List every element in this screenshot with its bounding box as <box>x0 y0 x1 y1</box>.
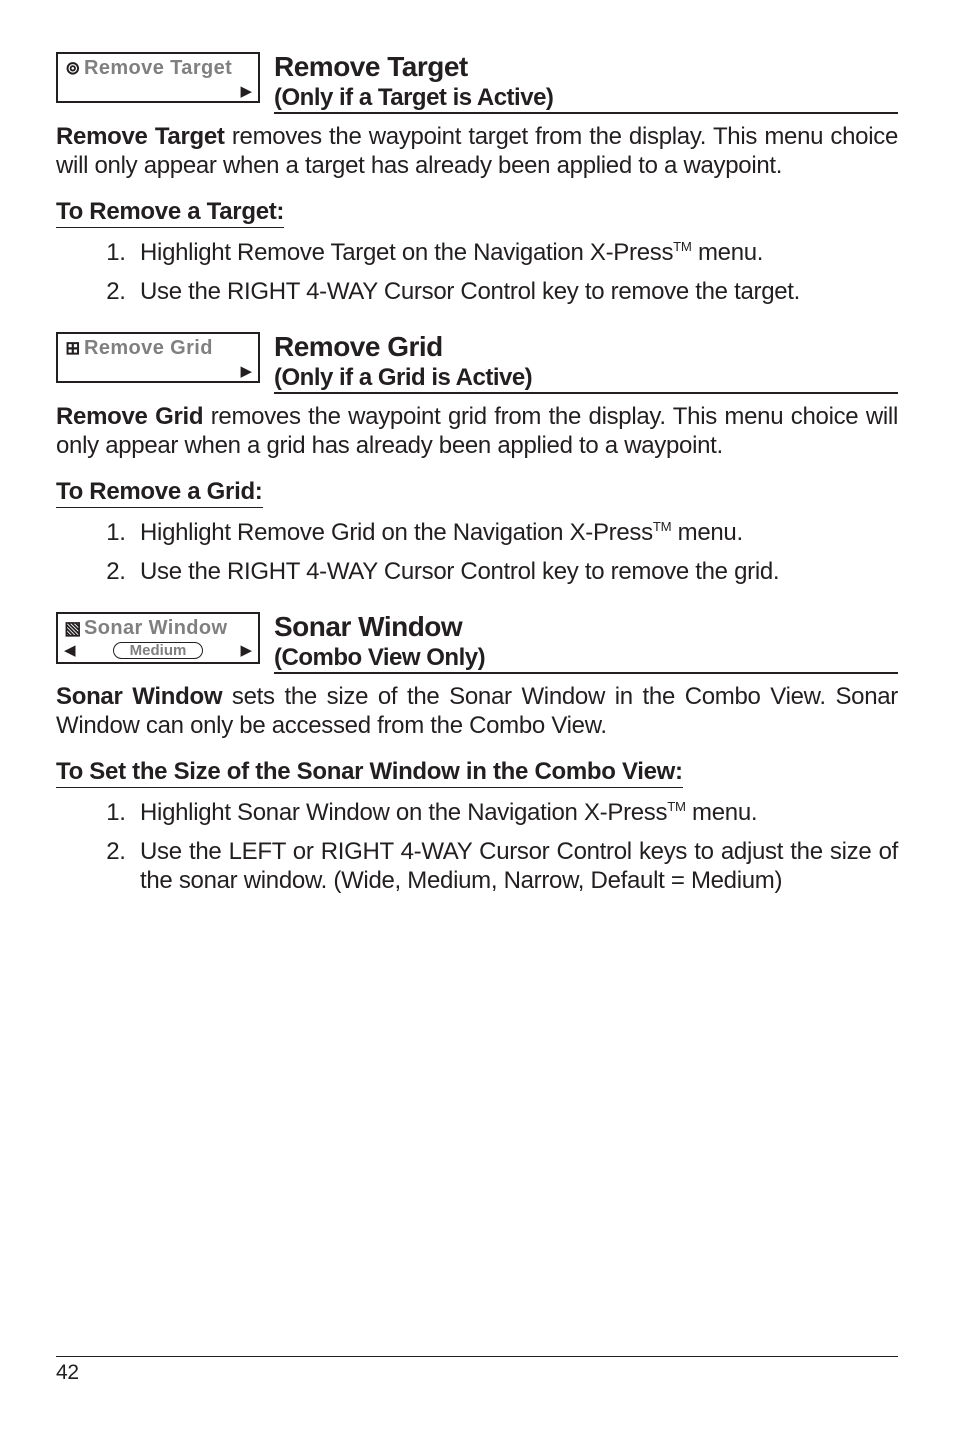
triangle-right-icon: ▶ <box>240 363 252 380</box>
doc-section: ⊞ Remove Grid ▶ Remove Grid (Only if a G… <box>56 332 898 586</box>
triangle-right-icon: ▶ <box>240 83 252 100</box>
triangle-left-icon: ◀ <box>64 643 76 658</box>
menu-item-label: Remove Target <box>84 57 232 80</box>
title-block: Remove Target (Only if a Target is Activ… <box>274 52 898 114</box>
procedure-steps: Highlight Sonar Window on the Navigation… <box>56 798 898 896</box>
step-item: Use the RIGHT 4-WAY Cursor Control key t… <box>132 557 898 586</box>
section-subtitle: (Combo View Only) <box>274 644 898 674</box>
menu-box-value: Medium <box>113 642 204 659</box>
title-block: Sonar Window (Combo View Only) <box>274 612 898 674</box>
triangle-right-icon: ▶ <box>240 643 252 658</box>
menu-item-icon: ▧ <box>64 618 82 639</box>
page-number: 42 <box>56 1361 79 1384</box>
section-intro: Sonar Window sets the size of the Sonar … <box>56 682 898 741</box>
procedure-steps: Highlight Remove Target on the Navigatio… <box>56 238 898 307</box>
doc-section: ▧ Sonar Window ◀ Medium ▶ Sonar Window (… <box>56 612 898 895</box>
menu-item-label: Remove Grid <box>84 337 213 360</box>
section-subtitle: (Only if a Target is Active) <box>274 84 898 114</box>
doc-section: ⊚ Remove Target ▶ Remove Target (Only if… <box>56 52 898 306</box>
section-title: Sonar Window <box>274 612 898 641</box>
menu-item-screenshot: ▧ Sonar Window ◀ Medium ▶ <box>56 612 260 664</box>
step-item: Use the RIGHT 4-WAY Cursor Control key t… <box>132 277 898 306</box>
procedure-steps: Highlight Remove Grid on the Navigation … <box>56 518 898 587</box>
menu-box-title: ⊚ Remove Target <box>58 54 258 81</box>
section-header: ⊞ Remove Grid ▶ Remove Grid (Only if a G… <box>56 332 898 394</box>
step-item: Highlight Remove Target on the Navigatio… <box>132 238 898 267</box>
section-subtitle: (Only if a Grid is Active) <box>274 364 898 394</box>
procedure-title: To Remove a Grid: <box>56 477 263 508</box>
menu-item-icon: ⊞ <box>64 338 82 359</box>
menu-box-controls: ▶ <box>58 81 258 101</box>
section-title: Remove Grid <box>274 332 898 361</box>
menu-box-title: ▧ Sonar Window <box>58 614 258 641</box>
menu-box-title: ⊞ Remove Grid <box>58 334 258 361</box>
procedure-title: To Set the Size of the Sonar Window in t… <box>56 757 683 788</box>
page-footer: 42 <box>56 1356 898 1385</box>
menu-item-screenshot: ⊚ Remove Target ▶ <box>56 52 260 103</box>
menu-item-icon: ⊚ <box>64 58 82 79</box>
title-block: Remove Grid (Only if a Grid is Active) <box>274 332 898 394</box>
section-header: ⊚ Remove Target ▶ Remove Target (Only if… <box>56 52 898 114</box>
menu-item-screenshot: ⊞ Remove Grid ▶ <box>56 332 260 383</box>
step-item: Use the LEFT or RIGHT 4-WAY Cursor Contr… <box>132 837 898 896</box>
menu-box-controls: ◀ Medium ▶ <box>58 641 258 662</box>
section-title: Remove Target <box>274 52 898 81</box>
section-intro: Remove Grid removes the waypoint grid fr… <box>56 402 898 461</box>
menu-box-controls: ▶ <box>58 361 258 381</box>
step-item: Highlight Remove Grid on the Navigation … <box>132 518 898 547</box>
section-intro: Remove Target removes the waypoint targe… <box>56 122 898 181</box>
procedure-title: To Remove a Target: <box>56 197 284 228</box>
section-header: ▧ Sonar Window ◀ Medium ▶ Sonar Window (… <box>56 612 898 674</box>
step-item: Highlight Sonar Window on the Navigation… <box>132 798 898 827</box>
menu-item-label: Sonar Window <box>84 617 228 640</box>
